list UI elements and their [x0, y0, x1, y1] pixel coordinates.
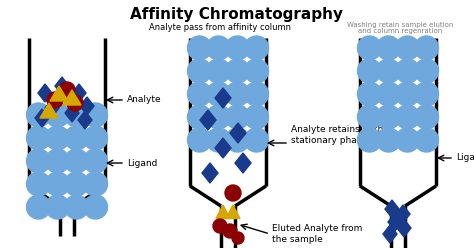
Polygon shape [63, 90, 81, 105]
Text: Analyte: Analyte [127, 95, 162, 104]
Circle shape [223, 224, 237, 238]
Circle shape [245, 128, 268, 152]
Circle shape [207, 36, 230, 60]
Circle shape [376, 36, 401, 60]
Circle shape [376, 82, 401, 106]
Text: Analyte retains in the
stationary phase: Analyte retains in the stationary phase [291, 125, 389, 145]
Circle shape [47, 92, 63, 108]
Circle shape [46, 195, 70, 219]
Circle shape [64, 149, 89, 173]
Circle shape [245, 59, 268, 83]
Circle shape [414, 36, 438, 60]
Polygon shape [385, 200, 399, 218]
Circle shape [226, 128, 249, 152]
Circle shape [46, 103, 70, 127]
Circle shape [207, 82, 230, 106]
Circle shape [245, 36, 268, 60]
Circle shape [27, 103, 51, 127]
Circle shape [414, 105, 438, 129]
Circle shape [232, 232, 244, 244]
Polygon shape [35, 109, 49, 127]
Polygon shape [38, 84, 52, 102]
Circle shape [414, 59, 438, 83]
Polygon shape [50, 86, 68, 101]
Circle shape [357, 128, 382, 152]
Circle shape [226, 82, 249, 106]
Circle shape [226, 36, 249, 60]
Circle shape [207, 59, 230, 83]
Circle shape [64, 126, 89, 150]
Polygon shape [72, 84, 86, 102]
Circle shape [395, 36, 419, 60]
Polygon shape [78, 111, 92, 129]
Polygon shape [80, 97, 94, 115]
Circle shape [188, 82, 211, 106]
Polygon shape [215, 88, 231, 108]
Polygon shape [230, 123, 246, 143]
Polygon shape [55, 77, 69, 95]
Circle shape [83, 149, 108, 173]
Circle shape [376, 105, 401, 129]
Polygon shape [202, 163, 218, 183]
Circle shape [395, 82, 419, 106]
Polygon shape [200, 110, 216, 130]
Circle shape [27, 126, 51, 150]
Circle shape [395, 105, 419, 129]
Polygon shape [65, 104, 79, 122]
Circle shape [357, 105, 382, 129]
Circle shape [27, 172, 51, 196]
Circle shape [46, 149, 70, 173]
Circle shape [188, 59, 211, 83]
Circle shape [226, 59, 249, 83]
Polygon shape [235, 153, 251, 173]
Circle shape [395, 128, 419, 152]
Circle shape [59, 82, 75, 98]
Text: Washing retain sample elution
and column regenration: Washing retain sample elution and column… [347, 22, 453, 34]
Circle shape [46, 126, 70, 150]
Circle shape [83, 126, 108, 150]
Circle shape [27, 195, 51, 219]
Circle shape [357, 82, 382, 106]
Circle shape [83, 172, 108, 196]
Circle shape [376, 128, 401, 152]
Polygon shape [215, 138, 231, 158]
Circle shape [245, 105, 268, 129]
Circle shape [213, 219, 227, 233]
Circle shape [357, 36, 382, 60]
Polygon shape [396, 205, 410, 223]
Text: Ligand: Ligand [127, 158, 157, 167]
Text: Eluted Analyte from
the sample: Eluted Analyte from the sample [272, 224, 363, 244]
Circle shape [207, 105, 230, 129]
Polygon shape [388, 213, 402, 231]
Circle shape [83, 195, 108, 219]
Circle shape [67, 95, 83, 111]
Circle shape [376, 59, 401, 83]
Circle shape [64, 195, 89, 219]
Circle shape [46, 172, 70, 196]
Text: Affinity Chromatography: Affinity Chromatography [130, 6, 344, 22]
Text: Analyte pass from affinity column: Analyte pass from affinity column [149, 24, 291, 32]
Circle shape [245, 82, 268, 106]
Polygon shape [383, 225, 397, 243]
Text: Liga: Liga [456, 154, 474, 162]
Polygon shape [45, 99, 59, 117]
Circle shape [207, 128, 230, 152]
Polygon shape [226, 205, 240, 218]
Circle shape [27, 149, 51, 173]
Circle shape [225, 185, 241, 201]
Polygon shape [397, 219, 411, 237]
Polygon shape [216, 205, 230, 218]
Circle shape [83, 103, 108, 127]
Circle shape [414, 128, 438, 152]
Circle shape [64, 172, 89, 196]
Polygon shape [40, 103, 58, 118]
Circle shape [357, 59, 382, 83]
Circle shape [64, 103, 89, 127]
Circle shape [188, 128, 211, 152]
Circle shape [395, 59, 419, 83]
Circle shape [414, 82, 438, 106]
Circle shape [188, 105, 211, 129]
Circle shape [226, 105, 249, 129]
Circle shape [188, 36, 211, 60]
